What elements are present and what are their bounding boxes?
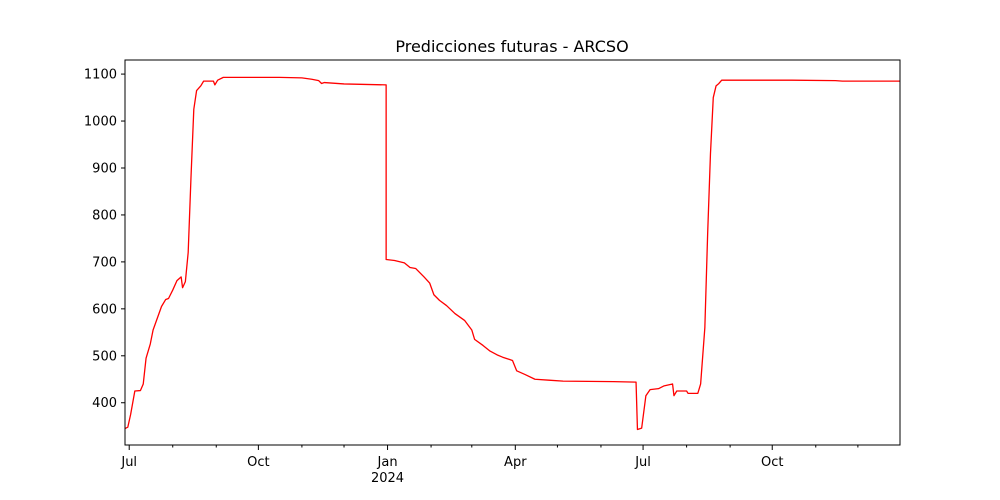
plot-frame xyxy=(124,59,901,446)
x-tick-label: Jul xyxy=(120,455,137,470)
y-axis: 400 500 600 700 800 900 1000 1100 xyxy=(84,68,125,411)
x-tick-label: Oct xyxy=(761,455,783,470)
y-tick-label: 800 xyxy=(92,208,117,223)
plot-area xyxy=(124,76,900,431)
y-tick-label: 900 xyxy=(92,161,117,176)
y-tick-label: 1000 xyxy=(84,115,117,130)
x-tick-sublabel: 2024 xyxy=(371,471,404,486)
x-tick-label: Oct xyxy=(247,455,269,470)
y-tick-label: 700 xyxy=(92,255,117,270)
y-tick-label: 1100 xyxy=(84,68,117,83)
chart-title: Predicciones futuras - ARCSO xyxy=(395,37,628,56)
y-tick-label: 600 xyxy=(92,302,117,317)
y-tick-label: 500 xyxy=(92,349,117,364)
x-tick-label: Jan xyxy=(377,455,398,470)
x-tick-label: Jul xyxy=(634,455,651,470)
y-tick-label: 400 xyxy=(92,396,117,411)
x-tick-label: Apr xyxy=(504,455,527,470)
series-line-1 xyxy=(124,76,900,431)
